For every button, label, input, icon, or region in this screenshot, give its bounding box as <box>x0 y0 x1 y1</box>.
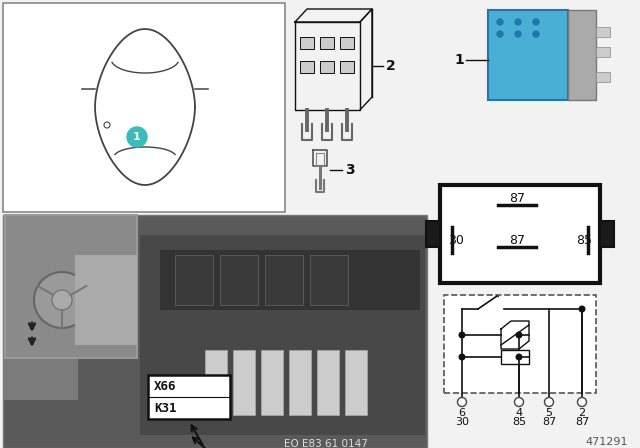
Circle shape <box>516 332 522 338</box>
Text: 30: 30 <box>448 233 464 246</box>
Bar <box>220 255 258 305</box>
Text: 87: 87 <box>509 191 525 204</box>
Text: 87: 87 <box>542 417 556 427</box>
Circle shape <box>545 397 554 406</box>
Bar <box>289 350 311 415</box>
Bar <box>426 221 440 247</box>
Bar <box>175 255 213 305</box>
Bar <box>345 350 367 415</box>
Text: 85: 85 <box>576 233 592 246</box>
Circle shape <box>34 272 90 328</box>
Circle shape <box>533 19 539 25</box>
Text: EO E83 61 0147: EO E83 61 0147 <box>284 439 368 448</box>
Circle shape <box>516 354 522 360</box>
Bar <box>261 350 283 415</box>
Bar <box>300 61 314 73</box>
Bar <box>596 47 610 57</box>
Bar <box>310 255 348 305</box>
Text: 85: 85 <box>512 417 526 427</box>
Text: 4: 4 <box>515 408 523 418</box>
Bar <box>205 350 227 415</box>
Bar <box>148 375 230 419</box>
Circle shape <box>52 290 72 310</box>
Text: 6: 6 <box>458 408 465 418</box>
Bar <box>320 61 334 73</box>
Text: 3: 3 <box>345 163 355 177</box>
Circle shape <box>533 31 539 37</box>
Bar <box>300 37 314 49</box>
Text: 30: 30 <box>455 417 469 427</box>
Circle shape <box>577 397 586 406</box>
Bar <box>501 350 529 364</box>
Bar <box>3 3 285 212</box>
Bar <box>444 295 596 393</box>
Circle shape <box>579 306 585 312</box>
Circle shape <box>497 19 503 25</box>
Bar <box>596 27 610 37</box>
Bar <box>440 185 600 283</box>
Bar <box>140 235 425 435</box>
Circle shape <box>515 19 521 25</box>
Bar <box>3 215 427 448</box>
Bar <box>320 37 334 49</box>
Circle shape <box>104 122 110 128</box>
Text: 5: 5 <box>545 408 552 418</box>
Bar <box>265 255 303 305</box>
Bar <box>5 215 137 358</box>
Bar <box>75 255 137 345</box>
Text: 1: 1 <box>454 53 464 67</box>
Bar <box>488 10 568 100</box>
Text: 1: 1 <box>133 132 141 142</box>
Bar <box>600 221 614 247</box>
Text: X66: X66 <box>154 379 177 392</box>
Bar <box>596 72 610 82</box>
Circle shape <box>515 397 524 406</box>
Circle shape <box>127 127 147 147</box>
Circle shape <box>460 332 465 338</box>
Bar <box>340 61 354 73</box>
Bar <box>233 350 255 415</box>
Bar <box>317 350 339 415</box>
Bar <box>568 10 596 100</box>
Bar <box>160 250 420 310</box>
Text: 87: 87 <box>575 417 589 427</box>
Text: K31: K31 <box>154 401 177 414</box>
Text: 2: 2 <box>579 408 586 418</box>
Text: 2: 2 <box>386 59 396 73</box>
Bar <box>3 215 78 400</box>
Text: 87: 87 <box>509 233 525 246</box>
Bar <box>340 37 354 49</box>
Circle shape <box>515 31 521 37</box>
Circle shape <box>497 31 503 37</box>
Circle shape <box>458 397 467 406</box>
Text: 471291: 471291 <box>586 437 628 447</box>
Circle shape <box>460 354 465 360</box>
